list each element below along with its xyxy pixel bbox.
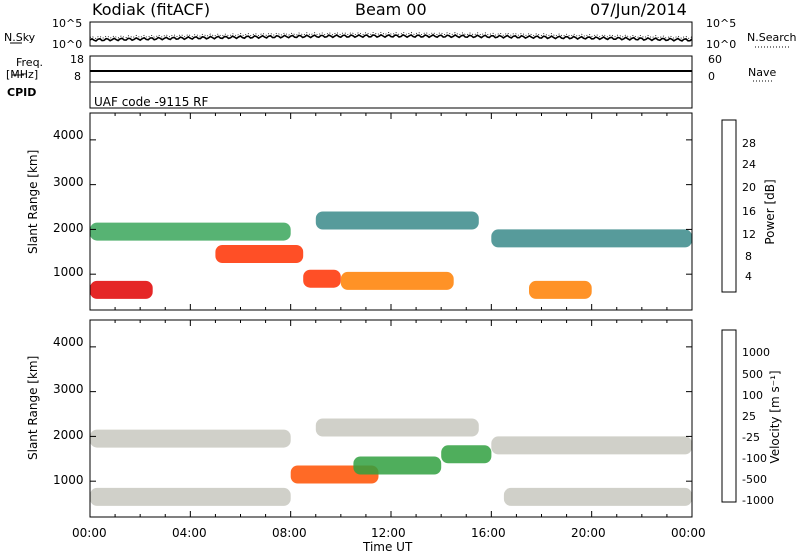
- power-ytick-2000: 2000: [53, 221, 84, 235]
- power-cb-tick-28: 28: [742, 137, 756, 150]
- nsky-trace: [89, 33, 693, 42]
- noise-tick-high-right: 10^5: [706, 17, 737, 30]
- noise-tick-low-right: 10^0: [706, 38, 737, 51]
- freq-panel-frame: [89, 55, 693, 83]
- noise-trace: [89, 31, 693, 42]
- xtick-1600: 16:00: [471, 526, 506, 540]
- power-cb-tick-24: 24: [742, 158, 756, 171]
- nave-label: Nave: [748, 66, 777, 79]
- velocity-heatmap: [90, 418, 692, 506]
- power-colorbar: [721, 119, 737, 293]
- noise-tick-low-left: 10^0: [52, 38, 83, 51]
- axis-ticks: [89, 113, 693, 517]
- xlabel: Time UT: [363, 540, 413, 554]
- velocity-ytick-1000: 1000: [53, 473, 84, 487]
- velocity-blobs-band-0: [90, 429, 291, 448]
- date-title: 07/Jun/2014: [590, 0, 687, 19]
- xtick-0400: 04:00: [172, 526, 207, 540]
- velocity-cb-tick-neg25: -25: [742, 431, 760, 444]
- power-cb-tick-20: 20: [742, 181, 756, 194]
- power-blobs-band-3: [303, 269, 341, 288]
- power-ytick-1000: 1000: [53, 265, 84, 279]
- nave-tick-high: 60: [708, 53, 722, 66]
- power-cb-tick-8: 8: [745, 250, 752, 263]
- freq-tick-low: 8: [74, 70, 81, 83]
- noise-panel-frame: [89, 21, 693, 47]
- power-blobs-band-2: [215, 245, 304, 263]
- velocity-colorbar: [721, 329, 737, 503]
- velocity-ytick-3000: 3000: [53, 382, 84, 396]
- velocity-ytick-2000: 2000: [53, 428, 84, 442]
- velocity-blobs-band-3: [353, 456, 442, 475]
- nsky-label: N.Sky: [4, 31, 36, 44]
- xtick-2000: 20:00: [571, 526, 606, 540]
- power-heatmap: [90, 211, 692, 299]
- nsearch-trace: [89, 31, 693, 39]
- freq-label: Freq.: [16, 56, 44, 69]
- power-cb-tick-12: 12: [742, 228, 756, 241]
- velocity-cb-tick-25: 25: [742, 410, 756, 423]
- velocity-blobs-band-6: [491, 436, 692, 455]
- beam-title: Beam 00: [355, 0, 427, 19]
- power-cbar-frame: [721, 119, 737, 293]
- velocity-ytick-4000: 4000: [53, 335, 84, 349]
- xtick-0000-end: 00:00: [671, 526, 706, 540]
- power-blobs-band-7: [529, 280, 592, 299]
- power-blobs-band-5: [315, 211, 479, 230]
- cpid-label: CPID: [7, 86, 37, 99]
- noise-tick-high-left: 10^5: [52, 17, 83, 30]
- xtick-0800: 08:00: [272, 526, 307, 540]
- velocity-cbar-frame: [721, 329, 737, 503]
- power-cb-tick-4: 4: [745, 270, 752, 283]
- velocity-cb-tick-100: 100: [742, 389, 763, 402]
- nsearch-label: N.Search: [747, 31, 797, 44]
- velocity-cb-tick-neg500: -500: [742, 473, 767, 486]
- velocity-blobs-band-4: [441, 445, 492, 464]
- power-blobs-band-4: [340, 271, 454, 290]
- cpid-panel-frame: [89, 81, 693, 109]
- velocity-cb-tick-neg100: -100: [742, 452, 767, 465]
- power-ytick-3000: 3000: [53, 175, 84, 189]
- velocity-blobs-band-1: [90, 487, 291, 506]
- power-blobs-band-1: [90, 222, 291, 241]
- cpid-text: UAF code -9115 RF: [94, 95, 209, 109]
- freq-tick-high: 18: [70, 53, 84, 66]
- velocity-blobs-band-7: [503, 487, 692, 506]
- xtick-0000: 00:00: [72, 526, 107, 540]
- xtick-1200: 12:00: [371, 526, 406, 540]
- site-title: Kodiak (fitACF): [92, 0, 211, 19]
- power-blobs-band-6: [491, 229, 692, 248]
- velocity-cb-tick-500: 500: [742, 368, 763, 381]
- velocity-cb-tick-neg1000: -1000: [742, 494, 774, 507]
- nave-tick-low: 0: [708, 70, 715, 83]
- velocity-cb-tick-1000: 1000: [742, 346, 770, 359]
- power-cb-tick-16: 16: [742, 205, 756, 218]
- power-blobs-band-0: [90, 280, 153, 299]
- power-ytick-4000: 4000: [53, 128, 84, 142]
- velocity-blobs-band-5: [315, 418, 479, 437]
